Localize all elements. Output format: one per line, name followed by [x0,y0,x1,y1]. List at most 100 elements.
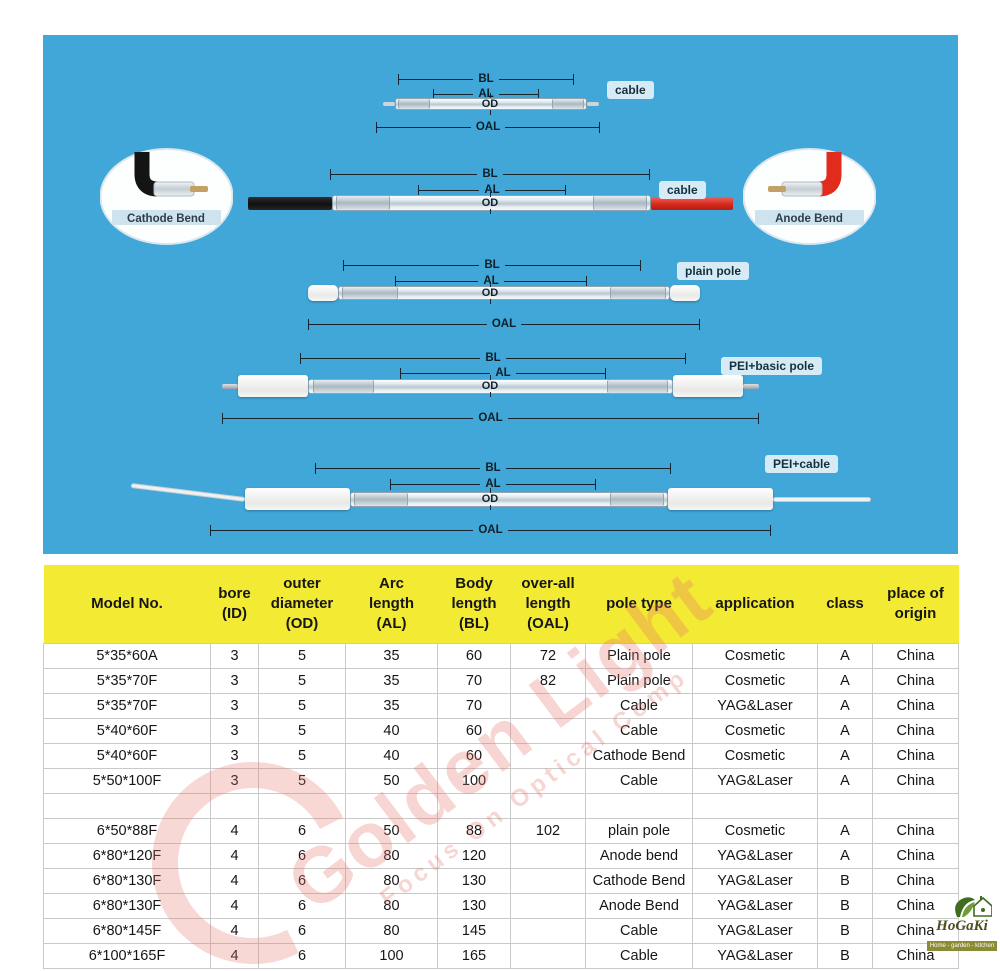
cell-application: YAG&Laser [692,843,818,869]
cell-outer-diameter: 5 [258,668,346,694]
cathode-bend-label: Cathode Bend [127,213,205,225]
cell-application: Cosmetic [692,643,818,669]
terminal-sleeve [781,181,823,197]
cell-arc-length: 35 [345,643,438,669]
electrode-band [606,379,669,393]
cell-place-of-origin: China [872,893,959,919]
cell-overall-length [510,893,586,919]
cell-arc-length: 50 [345,818,438,844]
cell-body-length: 100 [437,768,511,794]
cell-place-of-origin: China [872,868,959,894]
cell-place-of-origin [872,793,959,819]
cell-overall-length [510,718,586,744]
cell-place-of-origin: China [872,818,959,844]
lamp-body [308,284,700,302]
cell-model-no: 5*35*70F [43,668,211,694]
table-row: 6*100*165F 4 6 100 165 Cable YAG&Laser B China [43,943,959,969]
table-row: 6*80*120F 4 6 80 120 Anode bend YAG&Laser A Chin… [43,843,959,869]
cell-place-of-origin: China [872,643,959,669]
cell-model-no: 5*40*60F [43,718,211,744]
cell-pole-type: Cable [585,768,693,794]
cell-arc-length: 80 [345,918,438,944]
table-header-row: Model No. bore (ID) outer diameter (OD) Arc… [43,565,959,644]
electrode-band [342,287,399,299]
cell-model-no: 6*80*120F [43,843,211,869]
cell-outer-diameter: 5 [258,718,346,744]
column-header-model-no: Model No. [43,565,211,644]
cell-class: B [817,868,873,894]
table-row [43,793,959,819]
dim-oal: OAL [376,121,600,134]
cell-overall-length [510,743,586,769]
cell-pole-type: Plain pole [585,643,693,669]
pei-sleeve [245,488,350,510]
cell-arc-length: 35 [345,693,438,719]
cell-pole-type: Cable [585,693,693,719]
dim-oal: OAL [308,318,700,331]
cell-model-no: 6*100*165F [43,943,211,969]
cell-overall-length [510,693,586,719]
leaf-house-icon [955,896,992,917]
lamp-body [383,96,599,112]
cell-class: A [817,718,873,744]
electrode-band [610,492,664,506]
cell-application: Cosmetic [692,818,818,844]
cell-pole-type [585,793,693,819]
cell-application [692,793,818,819]
dim-od: OD [475,488,505,510]
cell-class: A [817,818,873,844]
cell-place-of-origin: China [872,668,959,694]
table-row: 5*35*70F 3 5 35 70 Cable YAG&Laser A China [43,693,959,719]
cell-model-no: 6*80*130F [43,893,211,919]
lamp-tube [350,491,668,507]
callout-label-strip [112,210,221,225]
cell-outer-diameter: 5 [258,768,346,794]
cell-bore-id: 3 [210,693,259,719]
column-header-application: application [692,565,818,644]
cell-application: YAG&Laser [692,868,818,894]
cell-overall-length [510,943,586,969]
cell-outer-diameter: 6 [258,918,346,944]
cell-place-of-origin: China [872,918,959,944]
hogaki-logo: HoGaKi Home - garden - kitchen [924,893,1000,952]
cell-bore-id [210,793,259,819]
electrode-band [609,287,666,299]
cell-bore-id: 3 [210,768,259,794]
wire-stub [587,102,599,106]
lamp-tube [308,378,673,394]
variant-tag: PEI+basic pole [721,357,823,375]
cell-application: YAG&Laser [692,893,818,919]
table-row: 6*80*130F 4 6 80 130 Anode Bend YAG&Laser B Chin… [43,893,959,919]
cell-pole-type: plain pole [585,818,693,844]
cell-class [817,793,873,819]
anode-cable [651,196,733,210]
column-header-outer-diameter: outer diameter (OD) [258,565,346,644]
cell-model-no: 5*35*60A [43,643,211,669]
cell-body-length: 70 [437,693,511,719]
electrode-band [551,99,585,109]
cathode-cable [248,196,332,210]
cell-overall-length: 82 [510,668,586,694]
cell-outer-diameter: 6 [258,818,346,844]
wire-stub [383,102,395,106]
dim-al: AL [400,367,606,380]
cell-class: A [817,843,873,869]
cell-bore-id: 4 [210,918,259,944]
variant-tag: cable [659,181,706,199]
cell-body-length: 60 [437,718,511,744]
cell-pole-type: Cathode Bend [585,743,693,769]
table-row: 5*50*100F 3 5 50 100 Cable YAG&Laser A China [43,768,959,794]
cell-overall-length: 72 [510,643,586,669]
cell-outer-diameter: 5 [258,693,346,719]
electrode-band [312,379,375,393]
cell-application: YAG&Laser [692,918,818,944]
table-row: 5*35*70F 3 5 35 70 82 Plain pole Cosmetic A China [43,668,959,694]
dim-al: AL [395,275,587,288]
cell-bore-id: 3 [210,668,259,694]
lamp-tube [332,195,651,211]
cell-model-no: 5*50*100F [43,768,211,794]
cell-overall-length [510,768,586,794]
pei-sleeve [668,488,773,510]
electrode-band [354,492,408,506]
